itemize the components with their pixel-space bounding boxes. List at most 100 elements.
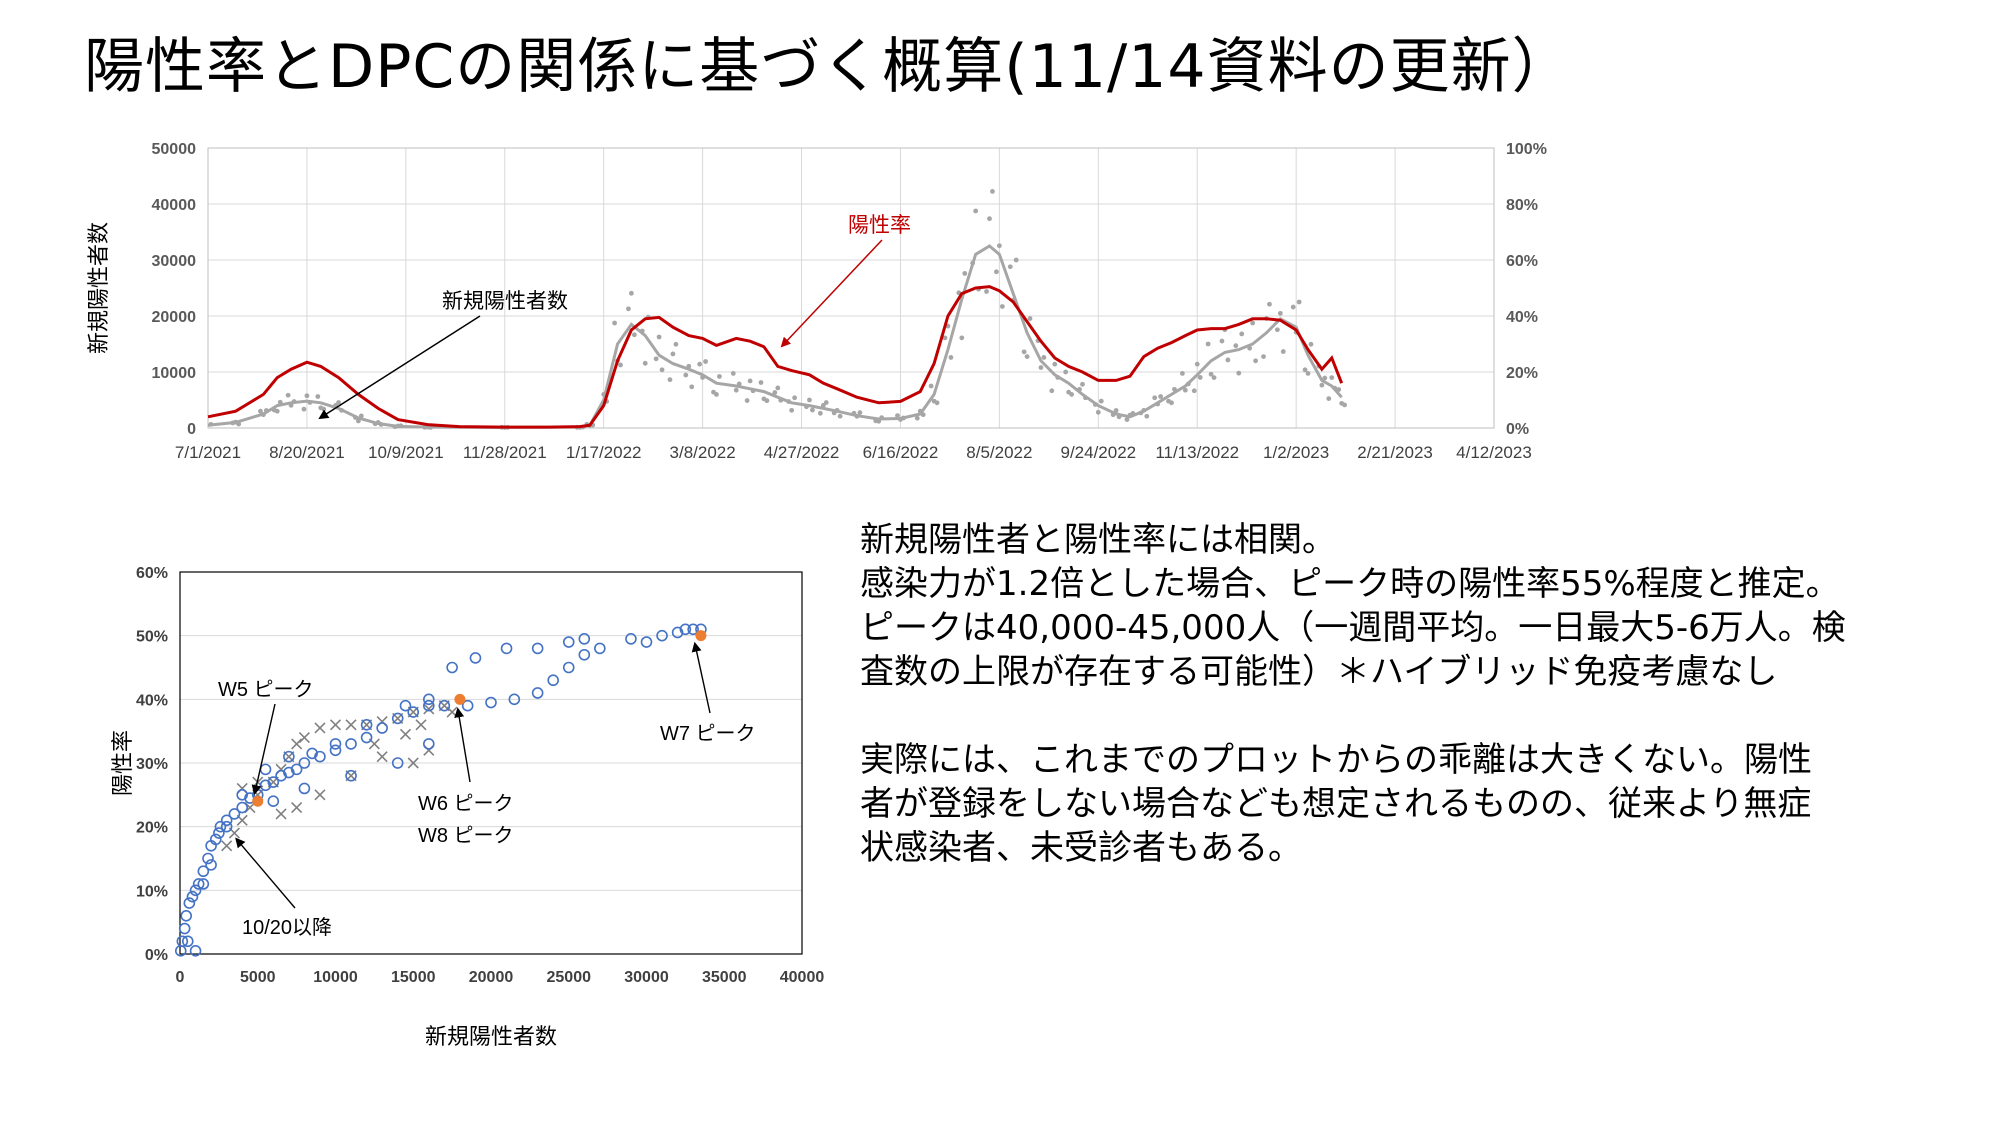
x-tick-label: 4/27/2022 (764, 443, 840, 462)
y-axis-title: 陽性率 (110, 730, 135, 796)
circle-point (656, 629, 668, 642)
cross-point (329, 719, 342, 731)
cases-point (285, 392, 291, 398)
cross-point (314, 789, 326, 801)
circle-point (298, 782, 311, 795)
circle-point (205, 859, 217, 871)
cases-point (942, 335, 948, 341)
cases-point (1208, 371, 1214, 377)
x-tick-label: 2/21/2023 (1357, 443, 1433, 462)
cases-point (697, 361, 703, 367)
circle-point (345, 738, 357, 750)
cases-point (304, 393, 310, 399)
y-tick-label: 10000 (152, 365, 197, 382)
x-tick-label: 7/1/2021 (175, 443, 241, 462)
notes-line: 新規陽性者と陽性率には相関。 (860, 520, 1336, 560)
y-tick-label: 60% (136, 565, 168, 582)
circle-point (329, 738, 342, 750)
cases-point (747, 378, 753, 384)
cases-point (1007, 264, 1013, 270)
y2-tick-label: 100% (1506, 141, 1547, 158)
cases-point (999, 304, 1005, 309)
circle-point (298, 757, 311, 769)
x-tick-label: 30000 (624, 969, 669, 986)
cases-point (1191, 388, 1197, 394)
circle-point (438, 699, 451, 712)
x-tick-label: 4/12/2023 (1456, 443, 1532, 462)
cases-point (1233, 343, 1239, 349)
y-tick-label: 30% (136, 756, 168, 773)
scatter-annotation-arrow (454, 707, 471, 783)
cases-series (207, 189, 1348, 430)
cases-point (823, 400, 829, 405)
rate-annotation-label: 陽性率 (848, 214, 911, 237)
x-tick-label: 1/2/2023 (1263, 443, 1329, 462)
cases-point (656, 334, 662, 340)
circle-point (181, 935, 194, 948)
cases-point (1267, 301, 1272, 307)
peaks-series (252, 630, 707, 807)
y-tick-label: 0 (187, 421, 196, 438)
cases-point (618, 362, 623, 368)
cases-point (789, 407, 795, 413)
circle-point (214, 820, 227, 833)
cross-point (291, 802, 303, 814)
cases-point (321, 406, 327, 412)
cases-point (990, 189, 995, 194)
cases-point (301, 406, 307, 412)
y-tick-label: 20000 (152, 309, 197, 326)
notes-line: 状感染者、未受診者もある。 (860, 828, 1302, 868)
circle-point (197, 865, 210, 878)
scatter-annotation-arrow (235, 837, 296, 909)
cases-point (717, 374, 722, 379)
cases-point (973, 208, 979, 214)
circle-point (267, 795, 280, 807)
cases-point (1069, 392, 1074, 397)
circle-point (197, 878, 210, 890)
y-tick-label: 40000 (152, 197, 197, 214)
cases-point (1319, 382, 1325, 388)
circle-point (508, 693, 521, 706)
cases-point (1261, 354, 1266, 359)
cases-point (1236, 370, 1242, 376)
scatter-annotation-label: W6 ピーク (418, 792, 514, 815)
circle-point (290, 763, 303, 776)
cases-point (934, 400, 940, 406)
scatter-annotation-arrow (251, 703, 276, 796)
cases-annotation-arrow (318, 315, 481, 420)
circle-point (562, 661, 575, 674)
cases-point (1342, 402, 1348, 408)
circle-point (176, 935, 189, 948)
circle-point (640, 636, 653, 648)
circle-point (306, 747, 318, 760)
slide-title: 陽性率とDPCの関係に基づく概算(11/14資料の更新） (84, 32, 1573, 102)
circle-point (391, 757, 404, 769)
cases-point (807, 397, 812, 403)
x-tick-label: 5000 (240, 969, 276, 986)
cases-point (758, 380, 764, 385)
cross-point (275, 808, 287, 820)
y-tick-label: 40% (136, 692, 168, 709)
circle-point (562, 636, 575, 648)
circle-point (594, 642, 606, 655)
cases-point (631, 332, 637, 338)
cases-point (1322, 375, 1328, 381)
cases-point (1080, 381, 1085, 387)
cases-point (1052, 361, 1058, 367)
cases-point (895, 413, 900, 419)
cases-point (984, 289, 989, 294)
cases-point (1277, 310, 1283, 316)
circle-point (186, 890, 199, 903)
cases-point (792, 395, 798, 401)
timeseries-chart: 0 10000 20000 30000 40000 50000 0% 20% 40% 60% 80%… (86, 141, 1547, 462)
circle-point (259, 763, 272, 776)
cross-point (314, 722, 326, 734)
notes-line: 者が登録をしない場合なども想定されるものの、従来より無症 (860, 784, 1812, 824)
cases-point (1098, 398, 1104, 404)
circle-point (531, 642, 544, 655)
circle-point (422, 738, 435, 750)
cross-point (399, 728, 412, 740)
notes-gap (860, 694, 1980, 738)
cases-point (730, 371, 736, 376)
circle-point (376, 722, 388, 734)
